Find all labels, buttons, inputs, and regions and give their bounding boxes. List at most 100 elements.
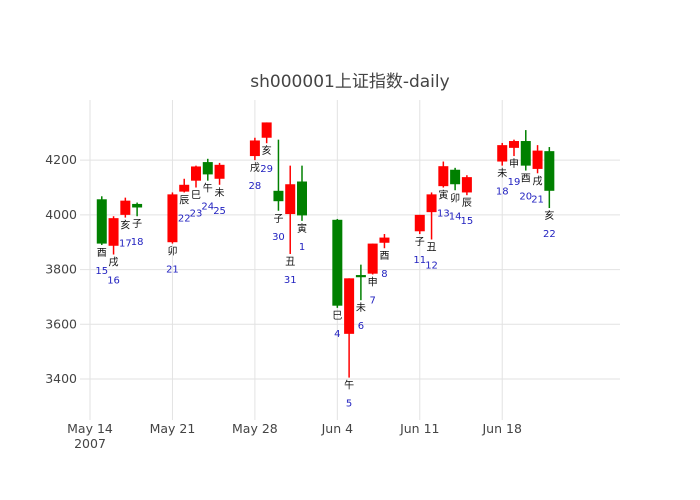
- earthly-branch-label: 申: [368, 275, 378, 288]
- candle: [179, 178, 190, 193]
- candle: [332, 218, 343, 308]
- earthly-branch-label: 亥: [544, 209, 554, 222]
- candle-body: [249, 140, 260, 157]
- candle-body: [179, 184, 190, 192]
- earthly-branch-label: 卯: [167, 246, 177, 258]
- day-number-label: 6: [358, 321, 364, 332]
- day-number-label: 21: [166, 265, 179, 276]
- x-tick-label: May 21: [150, 421, 196, 436]
- day-number-label: 5: [346, 399, 352, 410]
- candle: [355, 264, 366, 301]
- y-axis: 3400 3600 3800 4000 4200: [45, 152, 77, 386]
- x-tick-label: May 28: [232, 421, 278, 436]
- day-number-label: 18: [131, 237, 144, 248]
- candle-labels: 酉15戌16亥17子18卯21辰22巳23午24未25戌28亥29子30丑31寅…: [95, 144, 555, 409]
- candle-body: [108, 218, 119, 246]
- candle-body: [532, 150, 543, 169]
- candle: [461, 175, 472, 196]
- candle: [167, 192, 178, 244]
- earthly-branch-label: 申: [509, 157, 519, 170]
- candle-body: [261, 122, 272, 138]
- day-number-label: 15: [95, 266, 108, 277]
- y-tick-label: 4200: [45, 152, 77, 167]
- earthly-branch-label: 巳: [191, 190, 201, 202]
- earthly-branch-label: 午: [203, 182, 213, 195]
- x-tick-label: Jun 4: [321, 421, 354, 436]
- earthly-branch-label: 子: [415, 236, 425, 248]
- candle-body: [344, 278, 355, 334]
- day-number-label: 14: [449, 211, 462, 222]
- day-number-label: 28: [249, 181, 262, 192]
- x-tick-label: Jun 11: [399, 421, 439, 436]
- candle-body: [461, 177, 472, 193]
- earthly-branch-label: 子: [273, 213, 283, 225]
- candle: [344, 278, 355, 378]
- day-number-label: 23: [190, 209, 203, 220]
- day-number-label: 16: [107, 276, 120, 287]
- x-tick-label: Jun 18: [482, 421, 522, 436]
- candle-body: [285, 184, 296, 215]
- earthly-branch-label: 寅: [438, 189, 448, 202]
- candle: [532, 145, 543, 174]
- grid-lines: [80, 100, 620, 420]
- earthly-branch-label: 亥: [120, 219, 130, 232]
- candle: [426, 192, 437, 240]
- day-number-label: 13: [437, 209, 450, 220]
- candle: [285, 165, 296, 254]
- earthly-branch-label: 未: [215, 187, 225, 199]
- candle: [96, 196, 107, 245]
- candle-body: [414, 214, 425, 232]
- candle-body: [120, 200, 131, 215]
- day-number-label: 31: [284, 275, 297, 286]
- day-number-label: 18: [496, 187, 509, 198]
- day-number-label: 29: [260, 164, 273, 175]
- candle: [438, 161, 449, 188]
- day-number-label: 1: [299, 242, 305, 253]
- candle-body: [191, 166, 201, 181]
- candle: [520, 130, 531, 171]
- day-number-label: 7: [369, 295, 375, 306]
- y-tick-label: 3800: [45, 262, 77, 277]
- candle: [132, 202, 143, 217]
- earthly-branch-label: 辰: [179, 194, 189, 206]
- earthly-branch-label: 午: [344, 379, 354, 392]
- candle: [191, 165, 201, 188]
- earthly-branch-label: 酉: [521, 174, 531, 185]
- earthly-branch-label: 戌: [109, 256, 119, 269]
- candle: [414, 214, 425, 235]
- earthly-branch-label: 辰: [462, 197, 472, 209]
- earthly-branch-label: 寅: [297, 222, 307, 235]
- earthly-branch-label: 酉: [379, 251, 389, 262]
- x-tick-year-label: 2007: [74, 436, 106, 451]
- candle: [297, 165, 307, 221]
- candle-body: [379, 237, 390, 243]
- candle: [367, 243, 378, 275]
- earthly-branch-label: 亥: [262, 144, 272, 157]
- candle: [261, 122, 272, 144]
- chart-title: sh000001上证指数-daily: [250, 72, 449, 92]
- earthly-branch-label: 丑: [285, 257, 295, 268]
- y-tick-label: 3400: [45, 371, 77, 386]
- day-number-label: 22: [543, 229, 556, 240]
- day-number-label: 30: [272, 232, 285, 243]
- candles: [96, 122, 555, 378]
- earthly-branch-label: 酉: [97, 248, 107, 259]
- x-tick-label: May 14: [67, 421, 113, 436]
- earthly-branch-label: 巳: [332, 310, 342, 322]
- candle-body: [497, 145, 508, 162]
- candle-body: [96, 199, 107, 244]
- day-number-label: 15: [461, 216, 474, 227]
- earthly-branch-label: 丑: [427, 242, 437, 253]
- candle-body: [132, 203, 143, 208]
- day-number-label: 22: [178, 213, 191, 224]
- candle-body: [367, 243, 378, 274]
- candle-body: [509, 141, 519, 148]
- earthly-branch-label: 子: [132, 218, 142, 230]
- candle-body: [426, 194, 437, 213]
- y-tick-label: 3600: [45, 316, 77, 331]
- candle-body: [214, 164, 225, 179]
- y-tick-label: 4000: [45, 207, 77, 222]
- candle-body: [297, 181, 307, 216]
